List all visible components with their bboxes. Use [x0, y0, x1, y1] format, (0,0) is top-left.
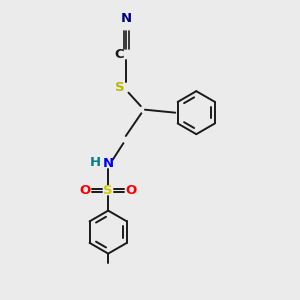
Text: H: H	[90, 156, 101, 169]
Text: N: N	[103, 157, 114, 170]
Text: O: O	[126, 184, 137, 197]
Text: S: S	[103, 184, 113, 197]
Text: S: S	[115, 81, 124, 94]
Text: C: C	[115, 48, 124, 61]
Text: N: N	[121, 12, 132, 25]
Text: O: O	[79, 184, 91, 197]
